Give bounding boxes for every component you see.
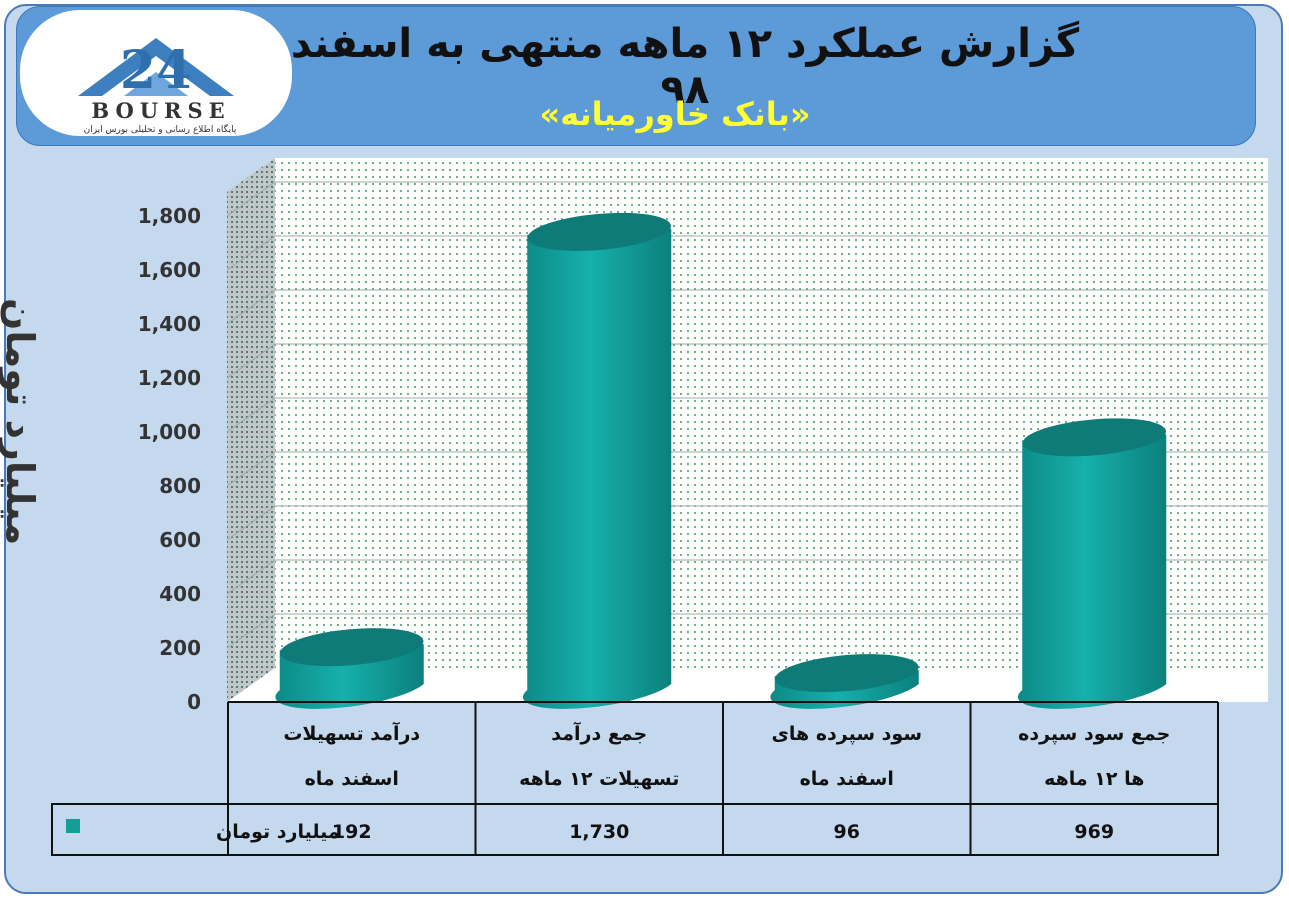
y-tick-label: 1,000 xyxy=(138,420,201,444)
data-label: 969 xyxy=(1074,821,1114,843)
y-tick-label: 0 xyxy=(187,690,201,714)
logo-number: 24 xyxy=(120,40,192,101)
gridline-side xyxy=(226,451,276,487)
bar xyxy=(1017,418,1167,709)
y-tick-label: 1,200 xyxy=(138,366,201,390)
bar-top xyxy=(775,654,919,693)
gridline-side xyxy=(226,559,276,595)
y-tick-label: 800 xyxy=(159,474,201,498)
bourse24-logo: 24 BOURSE پایگاه اطلاع رسانی و تحلیلی بو… xyxy=(20,10,292,136)
gridline-side xyxy=(226,289,276,325)
bar xyxy=(770,654,919,709)
data-label: 96 xyxy=(834,821,860,843)
x-category-label: درآمد تسهیلات xyxy=(283,721,420,745)
plot-floor xyxy=(227,668,1268,702)
logo-subtext: پایگاه اطلاع رسانی و تحلیلی بورس ایران xyxy=(83,125,237,135)
logo-text: BOURSE xyxy=(91,98,231,123)
gridline-side xyxy=(226,613,276,649)
y-tick-label: 400 xyxy=(159,582,201,606)
legend-label: میلیارد تومان xyxy=(216,821,340,843)
bar-top xyxy=(1022,418,1166,457)
plot-side-wall xyxy=(227,158,275,702)
gridline-side xyxy=(226,505,276,541)
y-tick-label: 200 xyxy=(159,636,201,660)
bar xyxy=(275,628,424,709)
chart-subtitle: «بانک خاورمیانه» xyxy=(539,95,811,133)
x-category-label: جمع درآمد xyxy=(551,721,647,745)
x-category-label: اسفند ماه xyxy=(305,768,399,790)
chart-title: گزارش عملکرد ۱۲ ماهه منتهی به اسفند ۹۸ xyxy=(290,21,1080,113)
y-tick-label: 1,600 xyxy=(138,258,201,282)
x-category-label: جمع سود سپرده xyxy=(1018,723,1170,745)
gridline-side xyxy=(226,235,276,271)
gridline-side xyxy=(226,181,276,217)
x-category-label: ها ۱۲ ماهه xyxy=(1044,768,1144,790)
logo-mark-icon: 24 xyxy=(78,38,234,101)
gridline-side xyxy=(226,343,276,379)
bar-body xyxy=(1017,434,1167,709)
x-category-label: تسهیلات ۱۲ ماهه xyxy=(519,768,679,790)
legend-swatch xyxy=(66,819,80,833)
gridline-side xyxy=(226,397,276,433)
x-category-label: اسفند ماه xyxy=(800,768,894,790)
bar-top xyxy=(280,628,424,667)
data-label: 192 xyxy=(332,821,372,843)
y-tick-label: 1,400 xyxy=(138,312,201,336)
data-label: 1,730 xyxy=(569,821,629,843)
bar xyxy=(522,212,672,709)
y-tick-label: 600 xyxy=(159,528,201,552)
x-category-label: سود سپرده های xyxy=(771,723,922,745)
y-tick-label: 1,800 xyxy=(138,204,201,228)
bar-top xyxy=(527,212,671,251)
bar-body xyxy=(522,228,672,709)
